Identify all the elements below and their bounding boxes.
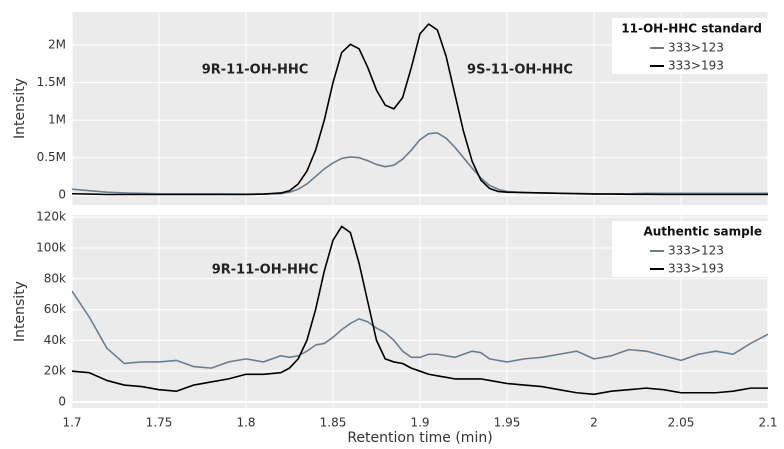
series-line [72, 225, 768, 396]
y-tick-label: 0 [58, 394, 66, 408]
y-tick-label: 2M [48, 38, 66, 52]
x-tick-label: 2 [590, 416, 598, 430]
series-line [72, 23, 768, 196]
y-tick-label: 80k [44, 271, 66, 285]
y-tick-label: 100k [36, 240, 66, 254]
x-tick-label: 1.9 [410, 416, 429, 430]
series-line [72, 290, 768, 369]
y-tick-label: 20k [44, 364, 66, 378]
y-tick-label: 0.5M [37, 150, 66, 164]
annotation: 9R-11-OH-HHC [212, 263, 319, 278]
legend-label: 333>123 [668, 41, 724, 55]
y-tick-label: 60k [44, 302, 66, 316]
annotation: 9R-11-OH-HHC [202, 63, 309, 78]
y-tick-label: 0 [58, 188, 66, 202]
legend-title: 11-OH-HHC standard [621, 22, 762, 36]
y-tick-label: 120k [36, 210, 66, 224]
legend-box [612, 221, 768, 277]
legend-box [612, 18, 768, 74]
y-axis-title: Intensity [12, 281, 28, 342]
legend-label: 333>123 [668, 244, 724, 258]
x-tick-label: 1.8 [236, 416, 255, 430]
y-axis-title: Intensity [12, 78, 28, 139]
legend-label: 333>193 [668, 262, 724, 276]
x-tick-label: 2.1 [758, 416, 777, 430]
y-tick-label: 1.5M [37, 75, 66, 89]
x-tick-label: 1.7 [62, 416, 81, 430]
annotation: 9S-11-OH-HHC [467, 63, 573, 78]
legend-label: 333>193 [668, 59, 724, 73]
x-tick-label: 2.05 [668, 416, 695, 430]
y-tick-label: 1M [48, 113, 66, 127]
x-axis-title: Retention time (min) [347, 430, 492, 446]
x-tick-label: 1.95 [494, 416, 521, 430]
legend-title: Authentic sample [643, 225, 762, 239]
x-tick-label: 1.75 [146, 416, 173, 430]
x-tick-label: 1.85 [320, 416, 347, 430]
y-tick-label: 40k [44, 333, 66, 347]
